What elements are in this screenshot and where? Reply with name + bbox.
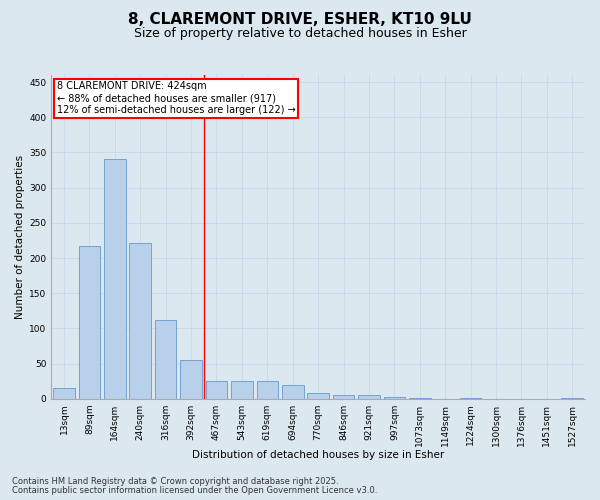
- Bar: [155, 320, 176, 399]
- Text: Size of property relative to detached houses in Esher: Size of property relative to detached ho…: [134, 28, 466, 40]
- Bar: [130, 242, 151, 399]
- Text: Contains public sector information licensed under the Open Government Licence v3: Contains public sector information licen…: [12, 486, 377, 495]
- Bar: [409, 398, 431, 399]
- Bar: [180, 360, 202, 399]
- Text: 8, CLAREMONT DRIVE, ESHER, KT10 9LU: 8, CLAREMONT DRIVE, ESHER, KT10 9LU: [128, 12, 472, 28]
- Y-axis label: Number of detached properties: Number of detached properties: [15, 155, 25, 319]
- Bar: [79, 246, 100, 399]
- Bar: [307, 392, 329, 399]
- Text: 8 CLAREMONT DRIVE: 424sqm
← 88% of detached houses are smaller (917)
12% of semi: 8 CLAREMONT DRIVE: 424sqm ← 88% of detac…: [56, 82, 295, 114]
- Bar: [231, 380, 253, 399]
- Bar: [358, 396, 380, 399]
- Bar: [53, 388, 75, 399]
- X-axis label: Distribution of detached houses by size in Esher: Distribution of detached houses by size …: [192, 450, 444, 460]
- Bar: [333, 394, 355, 399]
- Bar: [282, 386, 304, 399]
- Bar: [383, 398, 405, 399]
- Bar: [562, 398, 583, 399]
- Bar: [460, 398, 481, 399]
- Bar: [257, 381, 278, 399]
- Bar: [206, 380, 227, 399]
- Bar: [104, 160, 125, 399]
- Text: Contains HM Land Registry data © Crown copyright and database right 2025.: Contains HM Land Registry data © Crown c…: [12, 477, 338, 486]
